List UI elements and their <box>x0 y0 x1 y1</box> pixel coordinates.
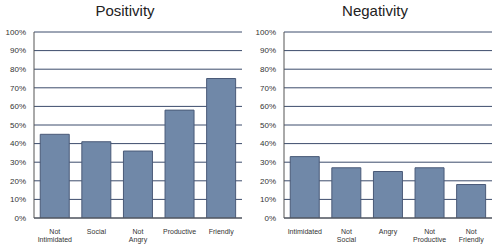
svg-text:0%: 0% <box>14 214 26 223</box>
svg-text:NotFriendly: NotFriendly <box>459 228 484 244</box>
svg-text:10%: 10% <box>260 195 276 204</box>
html-text:Negativity: Negativity <box>342 2 408 19</box>
svg-text:20%: 20% <box>10 177 26 186</box>
svg-text:80%: 80% <box>260 65 276 74</box>
svg-text:NotProductive: NotProductive <box>413 228 446 243</box>
svg-text:Productive: Productive <box>163 228 196 235</box>
svg-text:Social: Social <box>87 228 107 235</box>
svg-text:70%: 70% <box>10 84 26 93</box>
svg-text:0%: 0% <box>264 214 276 223</box>
svg-text:40%: 40% <box>260 139 276 148</box>
svg-text:10%: 10% <box>10 195 26 204</box>
svg-text:100%: 100% <box>8 28 26 37</box>
svg-text:60%: 60% <box>10 102 26 111</box>
svg-text:60%: 60% <box>260 102 276 111</box>
svg-text:20%: 20% <box>260 177 276 186</box>
svg-text:100%: 100% <box>256 28 276 37</box>
svg-text:NotAngry: NotAngry <box>129 228 148 244</box>
svg-text:40%: 40% <box>10 139 26 148</box>
svg-text:NotSocial: NotSocial <box>337 228 357 243</box>
svg-text:Intimidated: Intimidated <box>288 228 322 235</box>
svg-text:30%: 30% <box>10 158 26 167</box>
svg-text:50%: 50% <box>260 121 276 130</box>
svg-text:70%: 70% <box>260 84 276 93</box>
html-text:Positivity: Positivity <box>95 2 155 19</box>
svg-text:30%: 30% <box>260 158 276 167</box>
svg-text:NotIntimidated: NotIntimidated <box>38 228 72 243</box>
svg-text:Angry: Angry <box>379 228 398 236</box>
svg-text:90%: 90% <box>10 46 26 55</box>
svg-text:90%: 90% <box>260 46 276 55</box>
svg-text:Friendly: Friendly <box>209 228 234 236</box>
svg-text:80%: 80% <box>10 65 26 74</box>
svg-text:50%: 50% <box>10 121 26 130</box>
